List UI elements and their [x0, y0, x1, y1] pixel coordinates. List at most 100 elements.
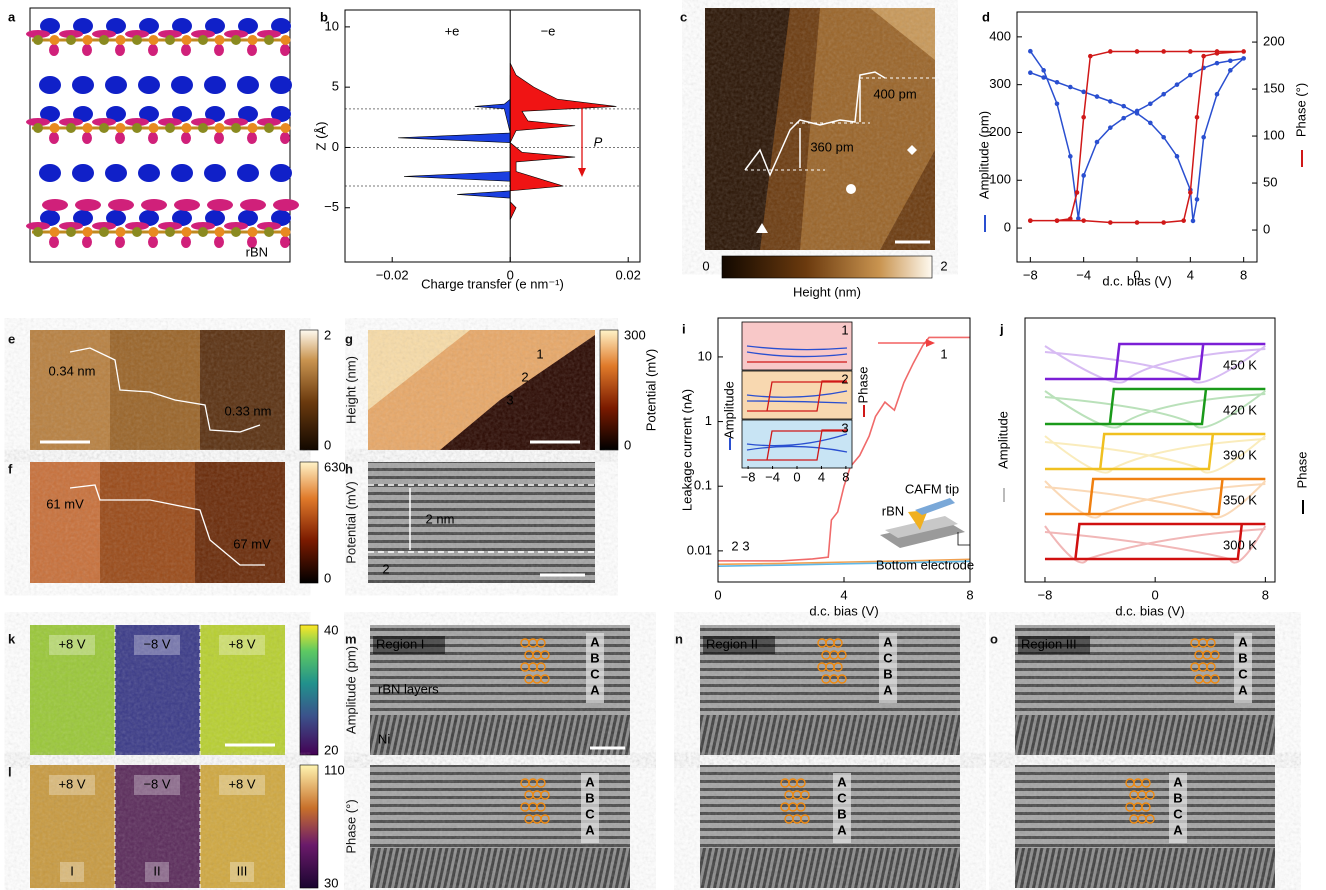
loop-point — [1194, 197, 1200, 202]
loop-point — [1134, 49, 1140, 54]
stack-box — [879, 633, 897, 703]
stacking-letter: B — [883, 666, 892, 681]
region-label: +8 V — [228, 776, 255, 791]
atom — [280, 227, 291, 237]
circuit — [957, 520, 971, 546]
charge-blob — [141, 199, 167, 211]
charge-blob — [82, 132, 92, 144]
colorbar-min: 0 — [324, 570, 331, 585]
charge-blob — [26, 118, 50, 126]
stack-box — [1234, 633, 1252, 703]
atom — [132, 35, 142, 45]
atom-column — [536, 662, 546, 672]
panel-label: h — [345, 461, 353, 476]
stack-box — [1169, 773, 1187, 843]
charge-blob — [237, 164, 259, 182]
charge-blob — [59, 30, 83, 38]
y-tick-label: 100 — [989, 172, 1011, 187]
x-tick-label: −8 — [1038, 587, 1053, 602]
x-tick-label: −4 — [1076, 267, 1091, 282]
charge-blob — [207, 199, 233, 211]
charge-blob — [40, 18, 60, 34]
height-profile — [69, 347, 261, 433]
atom-column — [796, 778, 806, 788]
charge-blob — [139, 210, 159, 226]
colorbar-max: 2 — [940, 258, 947, 273]
atom — [181, 123, 192, 133]
loop-point — [1081, 89, 1086, 95]
atom-column — [540, 674, 550, 684]
colorbar-title: Height (nm) — [793, 284, 861, 299]
annotation: 61 mV — [46, 496, 84, 511]
loop-point — [1094, 94, 1100, 99]
charge-blob — [49, 132, 59, 144]
loop-point — [1108, 49, 1113, 54]
charge-blob — [257, 118, 281, 126]
x-tick-label: 0 — [507, 267, 514, 282]
stacking-letter: B — [1173, 790, 1182, 805]
marker — [756, 223, 768, 233]
charge-blob — [271, 18, 291, 34]
texture — [368, 462, 595, 583]
colorbar-min: 20 — [324, 742, 338, 757]
loop-point — [1134, 220, 1140, 225]
loop-point — [1161, 91, 1166, 97]
phase-loop — [1044, 387, 1266, 426]
colorbar-max: 300 — [624, 327, 646, 342]
atom-column — [1206, 662, 1216, 672]
potential-profile — [69, 484, 265, 566]
charge-blob — [191, 222, 215, 230]
atom-column — [1145, 814, 1155, 824]
x-tick-label: 8 — [1240, 267, 1247, 282]
stacking-letter: C — [1173, 806, 1183, 821]
charge-blob — [40, 210, 60, 226]
annotation: rBN layers — [378, 681, 439, 696]
loop-point — [1068, 84, 1073, 90]
atom — [99, 123, 109, 133]
loop-point — [1241, 56, 1246, 61]
inset-label: 3 — [841, 420, 848, 435]
panel-label: b — [320, 9, 328, 24]
region-title: Region III — [1021, 636, 1077, 651]
atom — [66, 123, 76, 133]
y2-tick-label: 150 — [1263, 81, 1285, 96]
inset-loop — [746, 433, 848, 453]
charge-blob — [39, 164, 61, 182]
image-label: rBN — [246, 244, 268, 259]
texture — [1015, 765, 1275, 888]
atom — [49, 227, 60, 237]
texture — [368, 330, 595, 450]
y-axis-label: Leakage current (nA) — [679, 389, 694, 511]
loop-point — [1148, 120, 1153, 126]
atom — [280, 35, 291, 45]
inset-y2-label: Phase — [855, 367, 870, 404]
atom — [33, 123, 43, 133]
loop-point — [1148, 101, 1153, 107]
stacking-letter: A — [837, 822, 847, 837]
charge-blob — [270, 76, 292, 94]
loop-point — [1068, 216, 1073, 222]
atom — [148, 123, 159, 133]
atom — [148, 227, 159, 237]
x-tick-label: 0 — [714, 587, 721, 602]
charge-blob — [238, 106, 258, 122]
charge-blob — [205, 18, 225, 34]
loop-point — [1161, 220, 1166, 225]
charge-blob — [247, 236, 257, 248]
y-tick-label: −5 — [324, 199, 339, 214]
colorbar-title: Height (nm) — [343, 356, 358, 424]
charge-blob — [224, 118, 248, 126]
texture — [700, 765, 960, 888]
colorbar-title: Potential (mV) — [343, 481, 358, 563]
panel-label: l — [8, 764, 12, 779]
arrow-head — [926, 339, 935, 347]
x-tick-label: −0.02 — [376, 267, 409, 282]
atom-column — [1141, 778, 1151, 788]
stack-box — [833, 773, 851, 843]
y-axis-label: Amplitude — [995, 411, 1010, 469]
annotation: 67 mV — [233, 536, 271, 551]
charge-blob — [181, 132, 191, 144]
annotation: 3 — [506, 392, 513, 407]
stacking-letter: A — [1173, 822, 1183, 837]
